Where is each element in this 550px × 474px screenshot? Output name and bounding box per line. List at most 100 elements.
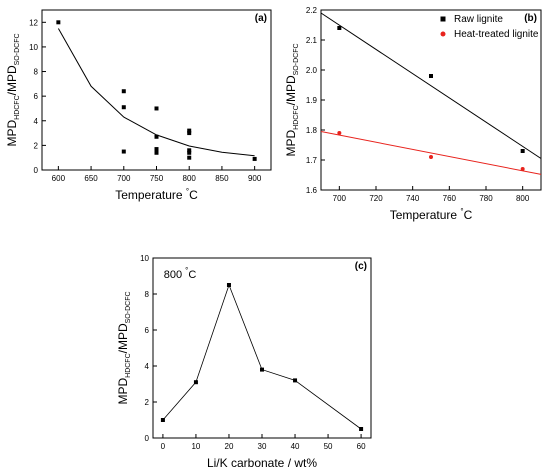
x-tick-label: 800 (183, 174, 197, 183)
x-tick-label: 0 (161, 442, 166, 451)
x-tick-label: 10 (191, 442, 200, 451)
legend-marker (440, 31, 446, 37)
chart-panel-c: 0 10 20 30 40 50 60 0 2 4 6 8 10 Li/K carbonate / wt%… (116, 254, 372, 470)
y-tick-label: 0 (145, 434, 150, 443)
x-tick-label: 650 (84, 174, 98, 183)
x-tick-label: 700 (333, 194, 347, 203)
ylabel-mpd: MPD (284, 130, 298, 157)
legend-marker (440, 16, 446, 22)
ylabel-subscript-hdcfc: HDCFC (125, 353, 132, 378)
data-point (121, 89, 126, 94)
plot-frame (152, 257, 372, 439)
y-tick-label: 2.2 (306, 6, 318, 15)
y-tick-label: 1.7 (306, 156, 318, 165)
y-tick-label: 1.6 (306, 186, 318, 195)
x-axis-label: Temperature °C (390, 207, 473, 222)
ylabel-separator: /MPD (5, 65, 19, 95)
ylabel-mpd: MPD (116, 378, 130, 405)
x-tick-label: 30 (258, 442, 267, 451)
data-point (429, 74, 433, 78)
x-axis-label: Li/K carbonate / wt% (207, 456, 317, 470)
x-axis-label-degree: ° (186, 187, 189, 196)
data-point (154, 134, 159, 139)
data-point (226, 283, 231, 287)
x-tick-label: 850 (215, 174, 229, 183)
data-point (154, 147, 159, 152)
x-axis-label-unit: C (464, 208, 473, 222)
ylabel-subscript-hdcfc: HDCFC (293, 105, 300, 130)
y-tick-label: 1.9 (306, 96, 318, 105)
y-tick-label: 2 (34, 141, 39, 150)
y-tick-label: 0 (34, 166, 39, 175)
y-tick-label: 8 (145, 290, 150, 299)
y-axis-label: MPDHDCFC/MPDSO-DCFC (5, 33, 21, 146)
x-tick-label: 780 (479, 194, 493, 203)
x-tick-label: 750 (150, 174, 164, 183)
panel-label: (c) (355, 261, 367, 272)
temperature-annotation-text: 800 (164, 269, 185, 281)
y-tick-label: 6 (145, 326, 150, 335)
panel-label: (a) (255, 13, 267, 24)
legend-label: Heat-treated lignite (454, 29, 539, 40)
x-tick-label: 50 (324, 442, 333, 451)
x-axis-label-degree: ° (460, 207, 463, 216)
y-tick-label: 4 (145, 362, 150, 371)
x-axis-label-text: Temperature (115, 188, 186, 202)
x-axis-label-unit: C (189, 188, 198, 202)
y-tick-label: 12 (29, 18, 38, 27)
x-tick-label: 740 (406, 194, 420, 203)
data-point (520, 167, 525, 171)
y-tick-label: 1.8 (306, 126, 318, 135)
data-point (429, 155, 433, 159)
data-point (56, 20, 61, 25)
x-tick-label: 800 (516, 194, 530, 203)
data-point (187, 128, 192, 133)
y-tick-label: 4 (34, 117, 39, 126)
data-point (154, 150, 159, 155)
x-tick-label: 720 (369, 194, 383, 203)
x-tick-label: 760 (443, 194, 457, 203)
data-point (337, 26, 342, 30)
data-point (337, 131, 342, 135)
x-axis-label-text: Temperature (390, 208, 461, 222)
ylabel-subscript-sodcfc: SO-DCFC (125, 291, 132, 323)
x-tick-label: 60 (357, 442, 366, 451)
data-point (160, 418, 165, 422)
x-tick-label: 40 (291, 442, 300, 451)
ylabel-subscript-sodcfc: SO-DCFC (14, 33, 21, 65)
x-tick-label: 900 (248, 174, 262, 183)
ylabel-separator: /MPD (284, 75, 298, 105)
chart-panel-b: 700 720 740 760 780 800 1.6 1.7 1.8 1.9 2.0 2.1 2.2 T… (284, 6, 542, 222)
chart-panel-a: 600 650 700 750 800 850 900 0 2 4 6 8 10 12 Temperatur… (5, 9, 272, 202)
temperature-annotation-degree: ° (185, 266, 188, 275)
temperature-annotation: 800 °C (164, 266, 197, 281)
ylabel-separator: /MPD (116, 323, 130, 353)
data-point (260, 367, 264, 372)
y-tick-label: 8 (34, 68, 39, 77)
data-point (193, 380, 198, 385)
y-axis-label: MPDHDCFC/MPDSO-DCFC (284, 43, 300, 156)
series-line (162, 283, 362, 430)
data-point (359, 427, 364, 431)
temperature-annotation-unit: C (188, 269, 196, 281)
fit-line-1 (320, 131, 542, 175)
y-tick-label: 2.1 (306, 36, 318, 45)
ylabel-subscript-sodcfc: SO-DCFC (293, 43, 300, 75)
data-point (121, 105, 126, 110)
data-point (121, 149, 126, 154)
y-tick-label: 10 (29, 43, 38, 52)
ylabel-subscript-hdcfc: HDCFC (14, 95, 21, 120)
y-tick-label: 2.0 (306, 66, 318, 75)
y-axis-label: MPDHDCFC/MPDSO-DCFC (116, 291, 132, 404)
y-tick-label: 2 (145, 398, 150, 407)
y-tick-label: 10 (140, 254, 149, 263)
data-point (187, 155, 192, 160)
panel-label: (b) (524, 13, 537, 24)
x-axis-label: Temperature °C (115, 187, 198, 202)
data-point (520, 149, 525, 153)
data-point (187, 148, 192, 153)
data-point (252, 156, 257, 161)
data-point (154, 106, 159, 111)
plot-frame (41, 9, 272, 171)
